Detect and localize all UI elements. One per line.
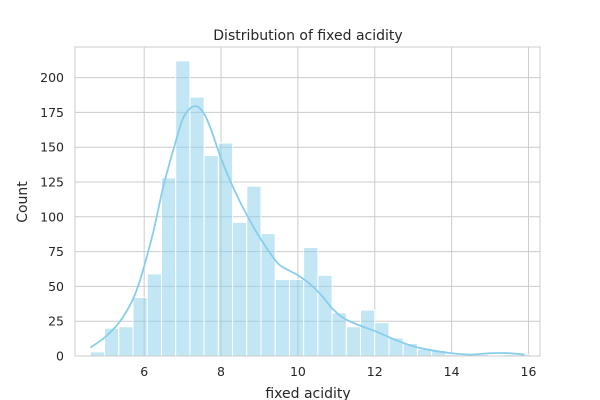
histogram-bar [360,309,376,357]
histogram-bar [104,327,120,357]
histogram-bar [246,185,262,357]
histogram-bar [132,297,148,357]
histogram-bar [160,177,177,357]
histogram-bar [317,274,333,357]
y-tick-label: 150 [40,140,64,155]
histogram-bar [288,278,305,357]
x-tick-labels: 6 8 10 12 14 16 [140,364,536,379]
x-tick-label: 10 [290,364,306,379]
y-axis-label: Count [15,181,31,223]
histogram-bar [374,322,390,357]
y-tick-label: 75 [48,244,64,259]
y-tick-label: 25 [48,314,64,329]
x-tick-label: 12 [367,364,383,379]
histogram-bar [189,96,205,357]
x-axis-label: fixed acidity [265,386,350,400]
histogram-bar [203,155,219,357]
histogram-bar [274,278,290,357]
histogram-bar [303,246,319,357]
y-tick-labels: 0 25 50 75 100 125 150 175 200 [40,70,64,363]
histogram-bar [175,60,191,357]
x-tick-label: 8 [217,364,225,379]
plot-frame [74,46,541,357]
x-tick-label: 16 [521,364,537,379]
y-tick-label: 50 [48,279,64,294]
histogram-bar [345,326,362,357]
y-tick-label: 175 [40,105,64,120]
histogram-bar [118,326,134,357]
y-tick-label: 125 [40,175,64,190]
histogram-bar [146,273,162,357]
histogram-bar [217,142,234,357]
y-tick-label: 0 [56,349,64,364]
grid-lines [75,47,540,357]
y-tick-label: 100 [40,209,64,224]
y-tick-label: 200 [40,70,64,85]
chart-title: Distribution of fixed acidity [213,28,402,44]
x-tick-label: 6 [140,364,148,379]
histogram-bar [232,221,248,357]
kde-curve [89,105,525,356]
histogram-bars [89,60,532,357]
x-tick-label: 14 [444,364,460,379]
histogram-bar [260,233,276,357]
histogram-bar [89,351,106,357]
